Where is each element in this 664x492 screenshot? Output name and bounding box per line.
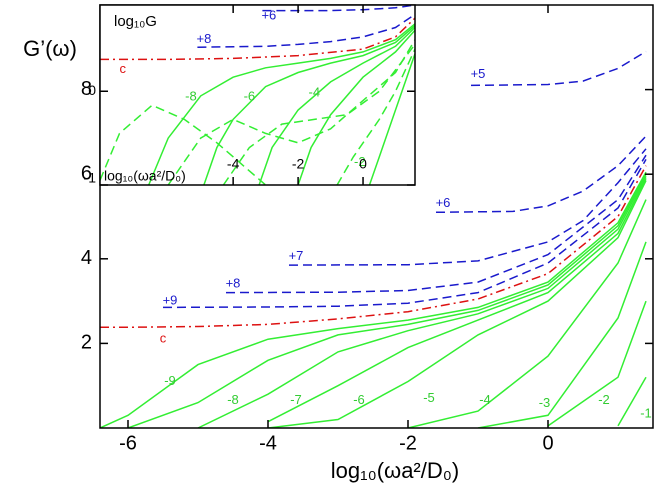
annotation: +6: [261, 8, 276, 23]
x-tick-label: -4: [227, 156, 240, 172]
curve: [547, 300, 647, 427]
annotation: -5: [423, 390, 435, 405]
annotation: -7: [290, 392, 302, 407]
x-axis-label: log₁₀(ωa²/D₀): [104, 168, 186, 184]
x-axis-label: log₁₀(ωa²/D₀): [331, 458, 459, 483]
curve: [617, 376, 647, 427]
annotation: +8: [226, 276, 241, 291]
annotation: -4: [309, 85, 321, 100]
annotation: -2: [598, 392, 610, 407]
curve: [100, 171, 647, 428]
annotation: +6: [436, 195, 451, 210]
y-tick-label: -1: [84, 170, 97, 186]
y-tick-label: 2: [81, 332, 92, 354]
annotation: -6: [244, 88, 256, 103]
annotation: -4: [479, 392, 491, 407]
curve: [100, 165, 647, 329]
curve: [368, 53, 415, 185]
x-tick-label: 0: [359, 156, 367, 172]
curve: [100, 104, 267, 185]
curve: [267, 180, 647, 428]
annotation: -1: [640, 405, 652, 420]
x-tick-label: -4: [259, 432, 277, 454]
curve: [167, 39, 415, 185]
annotation: -6: [353, 392, 365, 407]
curve: [297, 29, 415, 185]
annotation: -8: [185, 88, 197, 103]
annotation: +7: [289, 248, 304, 263]
annotation: -3: [539, 395, 551, 410]
annotation: -9: [164, 373, 176, 388]
curves: [100, 50, 647, 428]
x-tick-label: -2: [292, 156, 305, 172]
annotation: +8: [197, 31, 212, 46]
y-tick-label: 8: [81, 78, 92, 100]
curve: [435, 135, 647, 214]
curves: [100, 5, 415, 185]
plot-frame: [99, 4, 416, 186]
annotation: +9: [163, 293, 178, 308]
curve: [100, 17, 415, 61]
annotation: -2: [354, 154, 366, 169]
curve: [258, 26, 415, 185]
y-tick-label: 0: [88, 82, 96, 98]
curve: [197, 175, 647, 428]
curve: [470, 50, 647, 87]
annotation: c: [160, 331, 167, 346]
curve: [225, 154, 647, 294]
curve: [477, 241, 647, 428]
curve: [336, 48, 415, 185]
annotation: c: [119, 61, 126, 76]
curve: [288, 148, 647, 266]
curve: [203, 25, 415, 185]
y-axis-label: log₁₀G: [114, 13, 157, 30]
curve: [407, 199, 647, 428]
curve: [197, 13, 415, 48]
x-tick-label: -6: [119, 432, 137, 454]
curve: [148, 23, 415, 185]
annotation: -8: [227, 392, 239, 407]
y-tick-label: 4: [81, 247, 92, 269]
main-panel: c+9+8+7+6+5-9-8 -7 -6 -5 -4 -3 -2-1-6 -4 -2 02468…: [23, 4, 654, 483]
x-tick-label: -2: [399, 432, 417, 454]
curve: [222, 43, 415, 185]
y-tick-label: 6: [81, 162, 92, 184]
curve: [162, 159, 647, 309]
curve: [127, 173, 647, 428]
y-axis-label: G’(ω): [23, 36, 77, 61]
annotation: +5: [471, 66, 486, 81]
curve: [267, 178, 647, 423]
x-tick-label: 0: [542, 432, 553, 454]
